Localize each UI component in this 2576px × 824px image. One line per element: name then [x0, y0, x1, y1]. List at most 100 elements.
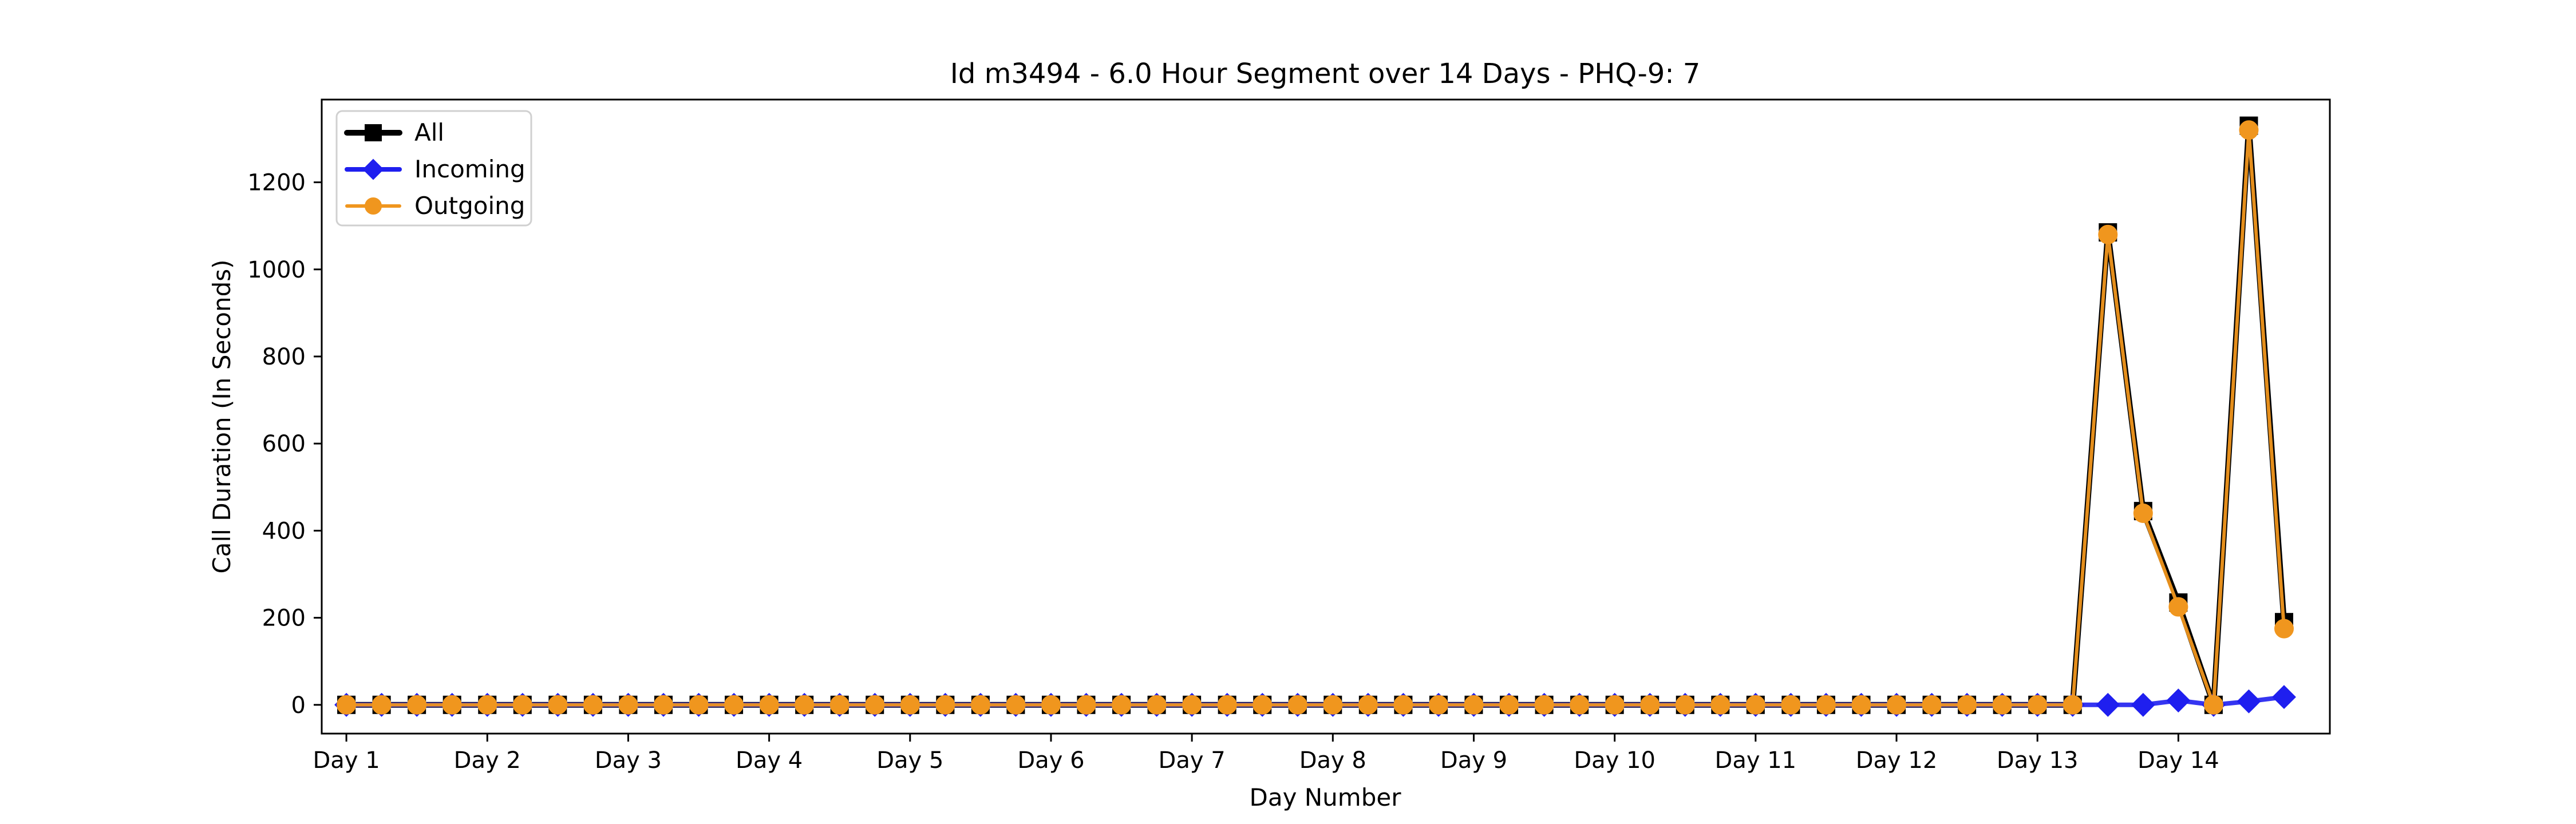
x-tick-label: Day 12: [1856, 747, 1938, 774]
plot-area: [321, 98, 2331, 735]
point-outgoing: [795, 695, 815, 715]
point-outgoing: [1464, 695, 1484, 715]
point-incoming: [2272, 685, 2296, 710]
series-layer: [334, 116, 2296, 717]
point-outgoing: [653, 695, 673, 715]
point-outgoing: [1287, 695, 1307, 715]
y-tick-label: 800: [262, 344, 306, 370]
legend-swatch-marker: [362, 159, 384, 180]
point-outgoing: [2028, 695, 2048, 715]
point-incoming: [2237, 689, 2261, 714]
point-outgoing: [1957, 695, 1977, 715]
x-tick-label: Day 1: [313, 747, 380, 774]
x-axis-label: Day Number: [1249, 783, 1401, 811]
point-outgoing: [1428, 695, 1448, 715]
legend-swatch-marker: [365, 197, 382, 215]
point-outgoing: [689, 695, 709, 715]
point-outgoing: [1992, 695, 2012, 715]
x-tick-label: Day 9: [1440, 747, 1507, 774]
point-outgoing: [583, 695, 603, 715]
x-tick-label: Day 8: [1299, 747, 1366, 774]
point-outgoing: [1076, 695, 1096, 715]
x-tick-label: Day 7: [1159, 747, 1226, 774]
point-incoming: [2096, 692, 2120, 717]
point-outgoing: [1323, 695, 1343, 715]
point-outgoing: [407, 695, 427, 715]
point-outgoing: [935, 695, 955, 715]
y-tick-label: 600: [262, 431, 306, 457]
x-tick-label: Day 10: [1574, 747, 1656, 774]
point-outgoing: [1182, 695, 1202, 715]
point-outgoing: [1887, 695, 1907, 715]
legend: All Incoming Outgoing: [335, 110, 532, 227]
point-outgoing: [1745, 695, 1765, 715]
point-outgoing: [1217, 695, 1237, 715]
point-outgoing: [2274, 619, 2294, 639]
plot-frame: [321, 98, 2331, 735]
point-outgoing: [1851, 695, 1871, 715]
point-outgoing: [829, 695, 850, 715]
x-tick-label: Day 5: [876, 747, 943, 774]
chart-title: Id m3494 - 6.0 Hour Segment over 14 Days…: [950, 58, 1701, 90]
legend-label: Outgoing: [414, 192, 525, 220]
point-outgoing: [548, 695, 568, 715]
x-tick-label: Day 2: [454, 747, 521, 774]
legend-swatch-marker: [365, 124, 382, 141]
x-axis: Day 1 Day 2 Day 3 Day 4 Day 5 Day 6 Day 7 Day 8…: [313, 734, 2219, 774]
y-tick-label: 0: [291, 692, 306, 719]
y-tick-label: 1000: [247, 257, 306, 283]
point-outgoing: [512, 695, 532, 715]
y-tick-label: 1200: [247, 170, 306, 196]
point-incoming: [2166, 688, 2191, 713]
legend-item-incoming: Incoming: [345, 155, 526, 183]
point-outgoing: [1041, 695, 1061, 715]
point-outgoing: [1605, 695, 1625, 715]
y-axis: 0 200 400 600 800 1000 1200: [247, 170, 322, 719]
series-outgoing: [337, 120, 2294, 715]
point-outgoing: [1534, 695, 1554, 715]
point-outgoing: [1006, 695, 1026, 715]
point-outgoing: [2063, 695, 2083, 715]
y-tick-label: 400: [262, 518, 306, 544]
point-outgoing: [1710, 695, 1730, 715]
point-outgoing: [1922, 695, 1942, 715]
legend-label: All: [414, 118, 444, 146]
y-tick-label: 200: [262, 605, 306, 632]
point-outgoing: [759, 695, 779, 715]
point-outgoing: [1358, 695, 1378, 715]
point-outgoing: [1781, 695, 1801, 715]
point-outgoing: [477, 695, 497, 715]
point-outgoing: [337, 695, 357, 715]
point-outgoing: [2203, 695, 2223, 715]
plot-background: [322, 100, 2330, 734]
x-tick-label: Day 11: [1715, 747, 1797, 774]
point-outgoing: [900, 695, 920, 715]
legend-label: Incoming: [414, 155, 526, 183]
point-outgoing: [2133, 503, 2153, 523]
point-outgoing: [1816, 695, 1836, 715]
point-outgoing: [724, 695, 744, 715]
x-tick-label: Day 6: [1017, 747, 1084, 774]
legend-item-all: All: [344, 118, 444, 146]
legend-box: [335, 110, 532, 227]
point-outgoing: [372, 695, 392, 715]
point-outgoing: [970, 695, 990, 715]
point-outgoing: [1253, 695, 1273, 715]
point-outgoing: [865, 695, 885, 715]
point-incoming: [2131, 692, 2155, 717]
point-outgoing: [2239, 120, 2259, 140]
point-outgoing: [1675, 695, 1695, 715]
point-outgoing: [2098, 224, 2118, 244]
x-tick-label: Day 13: [1997, 747, 2079, 774]
x-tick-label: Day 14: [2138, 747, 2219, 774]
point-outgoing: [1112, 695, 1132, 715]
x-tick-label: Day 3: [595, 747, 662, 774]
point-outgoing: [1640, 695, 1660, 715]
point-outgoing: [1147, 695, 1167, 715]
y-axis-label: Call Duration (In Seconds): [208, 259, 236, 573]
point-outgoing: [618, 695, 638, 715]
point-outgoing: [1499, 695, 1519, 715]
x-tick-label: Day 4: [736, 747, 803, 774]
legend-item-outgoing: Outgoing: [345, 192, 525, 220]
